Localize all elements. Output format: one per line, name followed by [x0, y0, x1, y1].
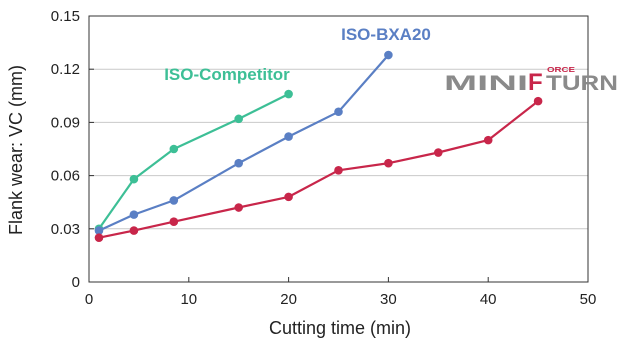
- x-tick-label-3: 30: [380, 291, 397, 308]
- series-2-point-1: [129, 226, 139, 235]
- series-1-point-2: [169, 196, 179, 205]
- series-1-point-0: [94, 226, 104, 235]
- series-2-point-8: [483, 135, 493, 145]
- series-0: [94, 89, 293, 234]
- series-1-point-1: [129, 210, 139, 219]
- series-2-line: [98, 100, 539, 239]
- plot-frame: [88, 15, 589, 283]
- x-tick-label-2: 20: [280, 291, 297, 308]
- x-tick-label-0: 0: [85, 291, 93, 308]
- series-lines: [94, 50, 543, 242]
- svg-text:F: F: [528, 69, 543, 96]
- svg-text:TURN: TURN: [546, 72, 618, 95]
- y-tick-label-0: 0: [72, 274, 80, 291]
- series-0-line: [98, 93, 290, 230]
- series-0-point-2: [169, 144, 179, 154]
- x-tick-label-4: 40: [480, 291, 497, 308]
- series-annotation-iso-competitor: ISO-Competitor: [164, 65, 290, 84]
- series-1-point-3: [234, 158, 243, 168]
- svg-text:ORCE: ORCE: [547, 67, 575, 74]
- y-tick-label-3: 0.09: [51, 114, 80, 131]
- y-axis-title: Flank wear: VC (mm): [6, 65, 26, 235]
- series-1-point-5: [334, 107, 343, 117]
- series-2-point-3: [234, 203, 243, 212]
- y-tick-label-2: 0.06: [51, 168, 80, 185]
- series-2-point-7: [434, 148, 443, 157]
- series-0-point-1: [129, 174, 139, 184]
- y-tick-label-1: 0.03: [51, 221, 80, 238]
- series-2-point-9: [533, 96, 543, 106]
- series-2-point-6: [384, 158, 393, 168]
- series-0-point-3: [234, 114, 243, 124]
- miniforceturn-logo: MINI F ORCE TURN: [444, 67, 618, 96]
- plot-area-frame: [88, 15, 589, 283]
- series-1-point-6: [384, 50, 393, 60]
- x-axis-title: Cutting time (min): [269, 318, 411, 338]
- tick-labels: 0 10 20 30 40 50 0 0.03 0.06 0.09 0.12 0.15: [51, 8, 597, 308]
- grid-lines: [89, 68, 588, 230]
- series-2-point-2: [169, 217, 179, 227]
- y-tick-label-5: 0.15: [51, 8, 80, 25]
- series-2-point-5: [334, 165, 343, 175]
- svg-text:MINI: MINI: [444, 72, 528, 95]
- x-tick-label-1: 10: [180, 291, 197, 308]
- series-2-point-4: [284, 192, 293, 202]
- series-0-point-4: [284, 89, 293, 99]
- series-1-point-4: [284, 132, 293, 141]
- y-tick-label-4: 0.12: [51, 61, 80, 78]
- series-2-point-0: [94, 233, 104, 242]
- series-2: [94, 96, 543, 242]
- x-tick-label-5: 50: [580, 291, 597, 308]
- series-annotation-iso-bxa20: ISO-BXA20: [341, 25, 431, 44]
- series-1: [94, 50, 393, 235]
